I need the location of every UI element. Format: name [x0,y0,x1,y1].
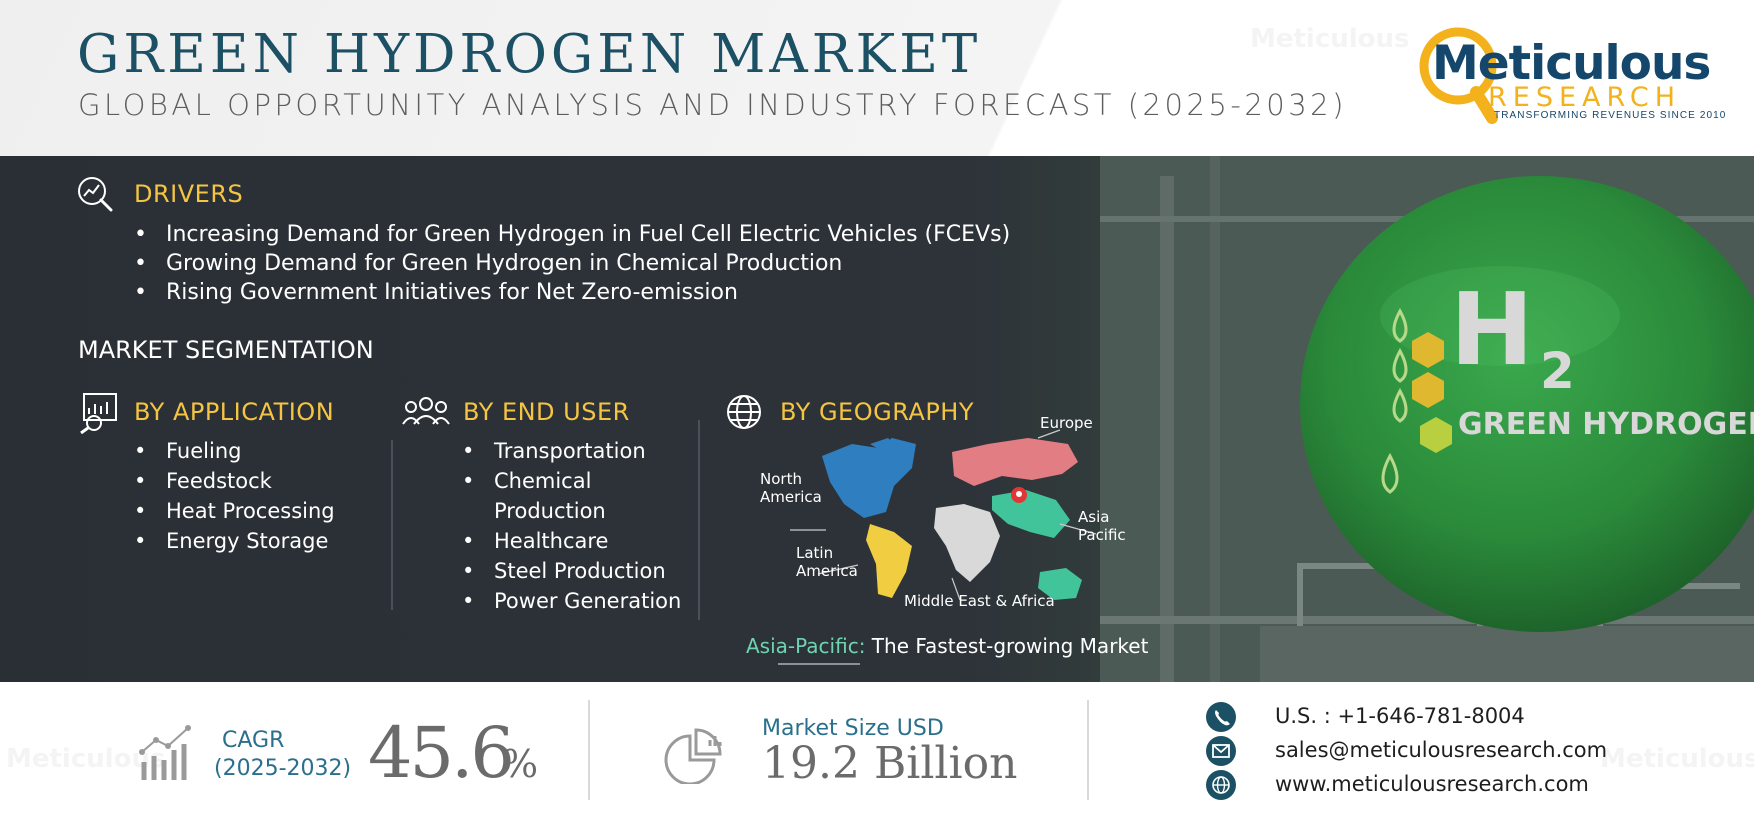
region-asia-pacific-line1: Asia [1078,508,1110,526]
region-latin-america-line2: America [796,562,858,580]
logo-tagline: TRANSFORMING REVENUES SINCE 2010 [1494,110,1727,121]
drivers-search-icon [78,177,113,212]
region-latin-america-line1: Latin [796,544,834,562]
list-item: Transportation [462,436,681,466]
market-size-label: Market Size USD [762,716,944,741]
list-item: Increasing Demand for Green Hydrogen in … [134,220,1010,249]
cagr-value: 45.6 [368,712,515,794]
footer [0,682,1754,822]
growth-chart-icon [139,725,191,780]
website-link[interactable]: www.meticulousresearch.com [1275,772,1589,796]
tank-label: GREEN HYDROGEN [1458,407,1754,442]
page-subtitle: GLOBAL OPPORTUNITY ANALYSIS AND INDUSTRY… [78,88,1347,122]
list-item: Healthcare [462,526,681,556]
h2-subscript: 2 [1540,342,1575,400]
world-map [778,429,1097,665]
list-item: Chemical [462,466,681,496]
application-list: Fueling Feedstock Heat Processing Energy… [134,436,335,556]
page-title: GREEN HYDROGEN MARKET [77,24,982,85]
list-item: Heat Processing [134,496,335,526]
geography-title: BY GEOGRAPHY [780,398,974,426]
drivers-title: DRIVERS [134,180,244,208]
cagr-unit: % [502,742,539,786]
phone-icon [1206,702,1236,732]
list-item: Energy Storage [134,526,335,556]
pie-chart-icon [664,728,722,784]
application-report-icon [80,393,117,434]
region-north-america-line1: North [760,470,802,488]
list-item: Feedstock [134,466,335,496]
segmentation-heading: MARKET SEGMENTATION [78,336,374,364]
web-icon [1206,770,1236,800]
end-user-list: Transportation Chemical Production Healt… [462,436,681,616]
list-item: Steel Production [462,556,681,586]
logo-sub: RESEARCH [1488,82,1682,113]
cagr-label: CAGR [222,728,285,753]
phone-number[interactable]: U.S. : +1-646-781-8004 [1275,704,1525,728]
email-icon [1206,736,1236,766]
list-item: Power Generation [462,586,681,616]
end-user-group-icon [402,397,450,425]
region-middle-east-africa: Middle East & Africa [904,592,1055,610]
logo-name: Meticulous [1432,36,1711,91]
h2-glyph: H [1450,271,1534,388]
email-link[interactable]: sales@meticulousresearch.com [1275,738,1608,762]
fastest-growing-note: Asia-Pacific: The Fastest-growing Market [746,634,1148,658]
divider [588,700,590,800]
logo-mark-icon [1419,27,1498,124]
header [0,0,1754,156]
divider [1087,700,1089,800]
region-europe: Europe [1040,414,1093,432]
application-title: BY APPLICATION [134,398,335,426]
list-item: Rising Government Initiatives for Net Ze… [134,278,1010,307]
end-user-title: BY END USER [463,398,630,426]
hydrogen-tank-image: H 2 GREEN HYDROGEN [778,156,1754,682]
fastest-region: Asia-Pacific: [746,634,866,658]
divider [698,420,700,620]
cagr-range: (2025-2032) [214,756,352,781]
drivers-list: Increasing Demand for Green Hydrogen in … [134,220,1010,307]
list-item: Production [494,499,606,523]
region-north-america-line2: America [760,488,822,506]
globe-icon [727,395,761,429]
market-size-value: 19.2 Billion [762,738,1018,789]
list-item: Growing Demand for Green Hydrogen in Che… [134,249,1010,278]
divider [391,440,393,610]
list-item: Fueling [134,436,335,466]
region-asia-pacific-line2: Pacific [1078,526,1126,544]
fastest-text: The Fastest-growing Market [865,634,1149,658]
